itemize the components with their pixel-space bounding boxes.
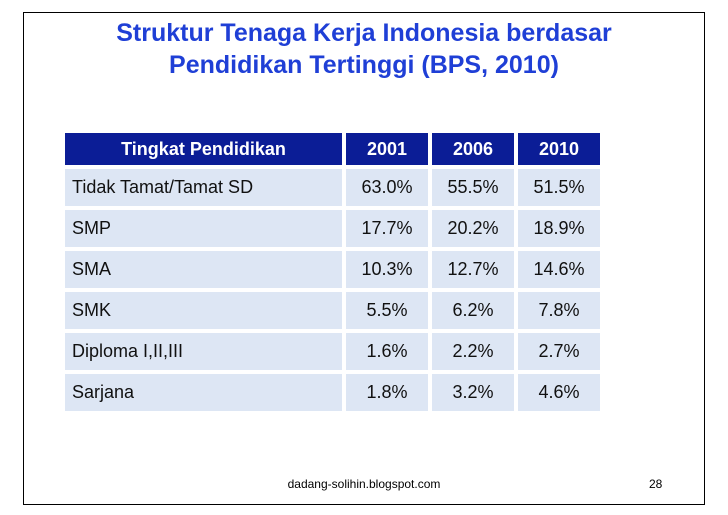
cell-2001: 17.7%	[344, 206, 432, 249]
table-row: SMK 5.5% 6.2% 7.8%	[65, 288, 600, 331]
cell-2006: 20.2%	[430, 206, 518, 249]
cell-2001: 1.8%	[344, 370, 432, 411]
education-table: Tingkat Pendidikan 2001 2006 2010 Tidak …	[65, 133, 600, 411]
table-header-row: Tingkat Pendidikan 2001 2006 2010	[65, 133, 600, 167]
table-row: Tidak Tamat/Tamat SD 63.0% 55.5% 51.5%	[65, 165, 600, 208]
cell-2001: 10.3%	[344, 247, 432, 290]
row-label: SMP	[65, 206, 346, 249]
cell-2001: 5.5%	[344, 288, 432, 331]
table-row: Sarjana 1.8% 3.2% 4.6%	[65, 370, 600, 411]
cell-2006: 55.5%	[430, 165, 518, 208]
cell-2001: 63.0%	[344, 165, 432, 208]
row-label: Tidak Tamat/Tamat SD	[65, 165, 346, 208]
cell-2010: 4.6%	[516, 370, 600, 411]
title-line-2: Pendidikan Tertinggi (BPS, 2010)	[169, 51, 559, 79]
header-2006: 2006	[430, 133, 518, 167]
header-2001: 2001	[344, 133, 432, 167]
slide-title: Struktur Tenaga Kerja Indonesia berdasar…	[0, 17, 728, 81]
cell-2006: 3.2%	[430, 370, 518, 411]
row-label: Diploma I,II,III	[65, 329, 346, 372]
table-row: SMA 10.3% 12.7% 14.6%	[65, 247, 600, 290]
cell-2006: 6.2%	[430, 288, 518, 331]
table-row: SMP 17.7% 20.2% 18.9%	[65, 206, 600, 249]
cell-2010: 51.5%	[516, 165, 600, 208]
row-label: SMA	[65, 247, 346, 290]
table-row: Diploma I,II,III 1.6% 2.2% 2.7%	[65, 329, 600, 372]
cell-2010: 14.6%	[516, 247, 600, 290]
header-2010: 2010	[516, 133, 600, 167]
cell-2006: 2.2%	[430, 329, 518, 372]
header-tingkat-pendidikan: Tingkat Pendidikan	[65, 133, 346, 167]
cell-2010: 7.8%	[516, 288, 600, 331]
row-label: SMK	[65, 288, 346, 331]
footer-source: dadang-solihin.blogspot.com	[287, 477, 441, 491]
cell-2010: 2.7%	[516, 329, 600, 372]
cell-2006: 12.7%	[430, 247, 518, 290]
page-number: 28	[649, 477, 663, 491]
cell-2010: 18.9%	[516, 206, 600, 249]
cell-2001: 1.6%	[344, 329, 432, 372]
row-label: Sarjana	[65, 370, 346, 411]
title-line-1: Struktur Tenaga Kerja Indonesia berdasar	[116, 19, 612, 47]
